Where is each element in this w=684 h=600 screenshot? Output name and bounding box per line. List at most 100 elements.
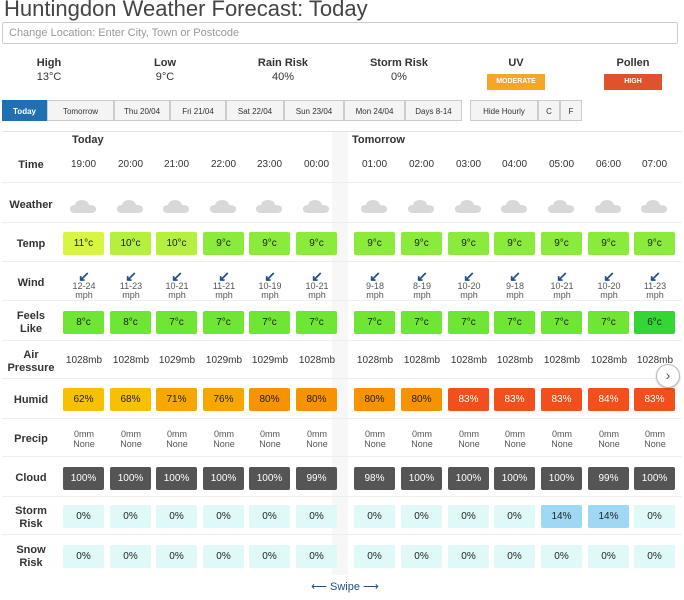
hour-time: 05:00 [548,159,575,170]
tab-mon[interactable]: Mon 24/04 [344,100,405,121]
wind-unit: mph [75,290,93,300]
precip-type: None [259,439,281,449]
swipe-label: Swipe [330,581,360,593]
storm-risk-value: 0% [401,505,442,528]
pressure-value: 1028mb [356,355,394,366]
row-separator [2,378,682,379]
precip-value: 0mm None [447,429,491,449]
cloud-cover-value: 100% [448,467,489,490]
humidity-value: 76% [203,388,244,411]
cloud-cover-value: 100% [494,467,535,490]
pressure-value: 1029mb [205,355,243,366]
row-separator [2,456,682,457]
cloud-icon [303,200,329,213]
wind-speed: 11-23 [643,281,667,291]
storm-risk-value: 0% [203,505,244,528]
wind-unit: mph [366,290,384,300]
precip-type: None [411,439,433,449]
precip-type: None [504,439,526,449]
snow-risk-value: 0% [588,545,629,568]
summary-high: High 13°C [9,56,89,84]
temp-value: 10°c [156,232,197,255]
cloud-icon [210,200,236,213]
precip-amount: 0mm [121,429,141,439]
temp-value: 9°c [588,232,629,255]
feels-like-value: 7°c [156,311,197,334]
tab-today[interactable]: Today [2,100,47,121]
chevron-right-icon[interactable]: › [656,364,680,388]
tab-sat[interactable]: Sat 22/04 [226,100,284,121]
wind-direction-arrow-icon: ↙ [218,268,230,284]
wind-unit: mph [553,290,571,300]
summary-low: Low 9°C [125,56,205,84]
storm-risk-value: 0% [156,505,197,528]
day-label-today: Today [72,134,104,146]
pressure-value: 1028mb [298,355,336,366]
tab-thu[interactable]: Thu 20/04 [114,100,170,121]
row-label-temp: Temp [16,237,46,250]
cloud-icon [163,200,189,213]
storm-risk-value: 0% [354,505,395,528]
wind-speed: 12-24 [72,281,96,291]
swipe-hint: ⟵ Swipe ⟶ [295,580,395,593]
row-separator [2,418,682,419]
wind-speed: 10-19 [258,281,282,291]
cloud-cover-value: 99% [588,467,629,490]
hour-time: 07:00 [641,159,668,170]
hide-hourly-button[interactable]: Hide Hourly [470,100,538,121]
wind-unit: mph [168,290,186,300]
humidity-value: 83% [448,388,489,411]
precip-amount: 0mm [599,429,619,439]
wind-speed: 11-23 [119,281,143,291]
temp-value: 10°c [110,232,151,255]
tab-sun[interactable]: Sun 23/04 [284,100,344,121]
location-search-input[interactable] [2,22,678,44]
precip-type: None [458,439,480,449]
cloud-cover-value: 100% [156,467,197,490]
feels-like-value: 7°c [249,311,290,334]
hourly-forecast-grid[interactable]: Today Tomorrow Time Weather Temp Wind Fe… [2,131,682,575]
wind-speed: 10-21 [165,281,189,291]
summary-high-value: 13°C [36,71,62,83]
wind-unit: mph [215,290,233,300]
snow-risk-value: 0% [110,545,151,568]
precip-value: 0mm None [493,429,537,449]
hour-time: 20:00 [117,159,144,170]
wind-unit: mph [506,290,524,300]
wind-unit: mph [600,290,618,300]
cloud-icon [548,200,574,213]
temp-value: 9°c [354,232,395,255]
precip-amount: 0mm [412,429,432,439]
snow-risk-value: 0% [541,545,582,568]
wind-value: ↙ 12-24 mph [62,269,106,300]
celsius-button[interactable]: C [538,100,560,121]
temp-value: 9°c [448,232,489,255]
summary-low-value: 9°C [155,71,175,83]
wind-value: ↙ 11-23 mph [109,269,153,300]
summary-pollen-label: Pollen [616,57,650,69]
tab-days-8-14[interactable]: Days 8-14 [405,100,462,121]
humidity-value: 83% [494,388,535,411]
wind-direction-arrow-icon: ↙ [311,268,323,284]
wind-speed: 10-20 [457,281,481,291]
wind-value: ↙ 10-20 mph [447,269,491,300]
fahrenheit-button[interactable]: F [560,100,582,121]
tab-fri[interactable]: Fri 21/04 [170,100,226,121]
temp-value: 9°c [296,232,337,255]
feels-like-value: 7°c [401,311,442,334]
uv-badge: MODERATE [487,74,545,90]
precip-value: 0mm None [109,429,153,449]
snow-risk-value: 0% [63,545,104,568]
row-separator [2,340,682,341]
summary-uv: UV MODERATE [476,56,556,90]
wind-value: ↙ 11-21 mph [202,268,246,300]
row-label-storm-risk: Storm Risk [2,502,60,534]
wind-direction-arrow-icon: ↙ [556,268,568,284]
snow-risk-value: 0% [634,545,675,568]
wind-unit: mph [308,290,326,300]
day-label-tomorrow: Tomorrow [352,134,405,146]
precip-amount: 0mm [214,429,234,439]
pressure-value: 1028mb [590,355,628,366]
hour-time: 04:00 [501,159,528,170]
tab-tomorrow[interactable]: Tomorrow [47,100,114,121]
